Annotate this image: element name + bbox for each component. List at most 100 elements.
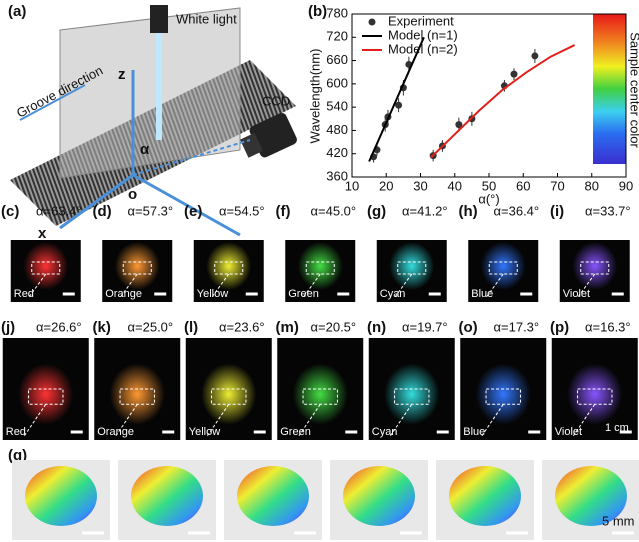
- angle-label: α=36.4°: [494, 203, 540, 218]
- sample-shape: [237, 466, 309, 526]
- photo: [376, 240, 447, 302]
- panel-label: (d): [93, 203, 112, 220]
- pattern-blob: [297, 242, 343, 290]
- photo: [2, 338, 89, 440]
- panel-label: (j): [1, 319, 15, 336]
- photo: [468, 240, 539, 302]
- pattern-blob: [475, 363, 531, 425]
- angle-label: α=26.6°: [36, 319, 82, 334]
- roi-line: [481, 404, 504, 437]
- x-axis: [59, 173, 134, 230]
- roi-line: [572, 404, 596, 437]
- photo: [193, 240, 264, 302]
- panel-label: (n): [367, 319, 386, 336]
- color-label: Orange: [97, 426, 134, 438]
- y-axis-label: Wavelength(nm): [307, 49, 322, 144]
- x-tick-label: 40: [448, 178, 462, 193]
- angle-label: α=17.3°: [494, 319, 540, 334]
- photo: [94, 338, 181, 440]
- x-tick-label: 60: [516, 178, 530, 193]
- angle-label: α=23.6°: [219, 319, 265, 334]
- color-label: Cyan: [372, 426, 398, 438]
- lamp: [150, 5, 168, 33]
- color-label: Red: [6, 426, 26, 438]
- pattern-blob: [389, 242, 435, 290]
- angle-label: α=16.3°: [585, 319, 631, 334]
- pattern-blob: [572, 242, 618, 290]
- camera: [240, 112, 297, 158]
- y-tick-label: 720: [326, 29, 348, 44]
- z-label: z: [118, 66, 126, 83]
- pattern-blob: [567, 363, 623, 425]
- angle-label: α=57.3°: [128, 203, 174, 218]
- y-tick-label: 780: [326, 5, 348, 20]
- legend-label: Model (n=1): [388, 27, 458, 42]
- panel-label: (e): [184, 203, 202, 220]
- panel-label: (h): [459, 203, 478, 220]
- sample-shape: [25, 466, 97, 526]
- x-axis-label: α(°): [478, 191, 499, 206]
- light-label: White light: [176, 11, 237, 26]
- sample-shape: [449, 466, 521, 526]
- angle-label: α=63.4°: [36, 203, 82, 218]
- photo: [368, 338, 455, 440]
- y-tick-label: 360: [326, 168, 348, 183]
- color-label: Orange: [105, 288, 142, 300]
- x-tick-label: 20: [379, 178, 393, 193]
- x-tick-label: 10: [345, 178, 359, 193]
- color-label: Violet: [563, 288, 590, 300]
- pattern-blob: [292, 363, 348, 425]
- pattern-blob: [206, 242, 252, 290]
- color-label: Green: [280, 426, 311, 438]
- photo: [277, 338, 364, 440]
- photo: [559, 240, 630, 302]
- y-tick-label: 420: [326, 145, 348, 160]
- panel-label: (b): [308, 3, 327, 20]
- sample-shape: [555, 466, 627, 526]
- color-label: Yellow: [197, 288, 228, 300]
- point: [510, 70, 518, 78]
- panel-label: (m): [276, 319, 299, 336]
- panel-label: (p): [550, 319, 569, 336]
- sample-shape: [131, 466, 203, 526]
- plane: [59, 7, 241, 179]
- angle-label: α=54.5°: [219, 203, 265, 218]
- y-axis: [132, 173, 241, 237]
- angle-label: α=33.7°: [585, 203, 631, 218]
- roi-line: [115, 404, 138, 437]
- x-tick-label: 80: [585, 178, 599, 193]
- panel-label: (i): [550, 203, 564, 220]
- x-tick-label: 30: [413, 178, 427, 193]
- roi-line: [389, 404, 413, 437]
- point: [455, 121, 463, 129]
- angle-label: α=19.7°: [402, 319, 448, 334]
- point: [395, 101, 403, 109]
- angle-label: α=20.5°: [311, 319, 357, 334]
- y-tick-label: 480: [326, 122, 348, 137]
- x-tick-label: 70: [550, 178, 564, 193]
- angle-label: α=41.2°: [402, 203, 448, 218]
- panel-label: (k): [93, 319, 111, 336]
- photo: [102, 240, 173, 302]
- panel-label: (o): [459, 319, 478, 336]
- roi-line: [206, 404, 230, 437]
- x-tick-label: 50: [482, 178, 496, 193]
- color-label: Cyan: [380, 288, 406, 300]
- y-tick-label: 540: [326, 99, 348, 114]
- panel-label: (c): [1, 203, 19, 220]
- color-label: Violet: [555, 426, 582, 438]
- color-label: Yellow: [189, 426, 220, 438]
- colorbar: [593, 14, 626, 164]
- y-tick-label: 660: [326, 52, 348, 67]
- point: [531, 52, 539, 60]
- color-label: Blue: [463, 426, 485, 438]
- scale-label: 5 mm: [602, 513, 635, 528]
- color-label: Green: [288, 288, 319, 300]
- panel-label: (f): [276, 203, 291, 220]
- photo: [185, 338, 272, 440]
- groove-arrow: [19, 84, 86, 121]
- view-line: [132, 139, 251, 176]
- pattern-blob: [384, 363, 440, 425]
- scale-label: 1 cm: [605, 422, 629, 434]
